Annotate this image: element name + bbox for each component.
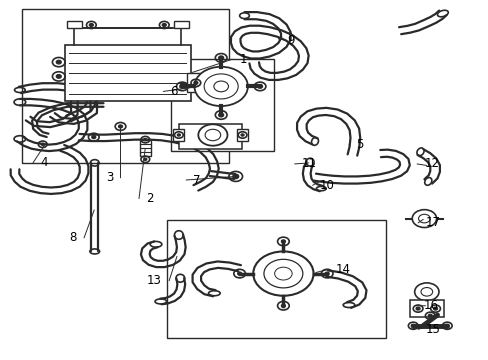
Circle shape: [281, 304, 285, 307]
Circle shape: [118, 125, 122, 128]
Circle shape: [56, 60, 61, 64]
Circle shape: [218, 56, 223, 60]
Text: 2: 2: [146, 192, 153, 205]
Circle shape: [194, 81, 198, 84]
Circle shape: [232, 174, 238, 179]
Bar: [174, 21, 188, 28]
Bar: [140, 140, 150, 156]
Text: 17: 17: [425, 216, 440, 229]
Circle shape: [143, 139, 146, 141]
Bar: [166, 220, 385, 338]
Circle shape: [415, 307, 419, 310]
Circle shape: [433, 307, 437, 310]
Bar: [67, 21, 81, 28]
Text: 9: 9: [287, 34, 294, 47]
Circle shape: [92, 136, 96, 139]
Bar: [409, 300, 443, 317]
Bar: [170, 59, 273, 152]
Text: 8: 8: [69, 231, 77, 244]
Bar: [64, 45, 191, 102]
Circle shape: [241, 134, 244, 136]
Circle shape: [162, 23, 166, 26]
Bar: [22, 9, 228, 163]
Circle shape: [237, 272, 241, 275]
Circle shape: [56, 75, 61, 78]
Text: 15: 15: [425, 323, 439, 336]
Circle shape: [281, 240, 285, 243]
Circle shape: [410, 324, 414, 327]
Text: 14: 14: [335, 263, 350, 276]
Text: 4: 4: [40, 156, 48, 169]
Text: 10: 10: [319, 179, 334, 192]
Circle shape: [325, 272, 328, 275]
Circle shape: [41, 143, 44, 145]
Text: 3: 3: [105, 171, 113, 184]
Circle shape: [180, 85, 184, 88]
Circle shape: [194, 67, 247, 106]
Text: 11: 11: [301, 157, 316, 170]
Circle shape: [257, 85, 262, 88]
Bar: [173, 129, 183, 141]
Circle shape: [427, 314, 431, 317]
Bar: [187, 73, 201, 93]
Text: 6: 6: [170, 85, 178, 98]
Text: 13: 13: [147, 274, 162, 287]
Text: 16: 16: [423, 299, 438, 312]
Text: 5: 5: [356, 139, 363, 152]
Circle shape: [218, 113, 223, 117]
Bar: [237, 129, 247, 141]
Bar: [179, 123, 242, 149]
Text: 12: 12: [424, 157, 439, 170]
Circle shape: [143, 158, 146, 160]
Circle shape: [177, 134, 180, 136]
Text: 1: 1: [239, 53, 246, 66]
Circle shape: [445, 324, 448, 327]
Circle shape: [89, 23, 93, 26]
Text: 7: 7: [193, 174, 201, 186]
